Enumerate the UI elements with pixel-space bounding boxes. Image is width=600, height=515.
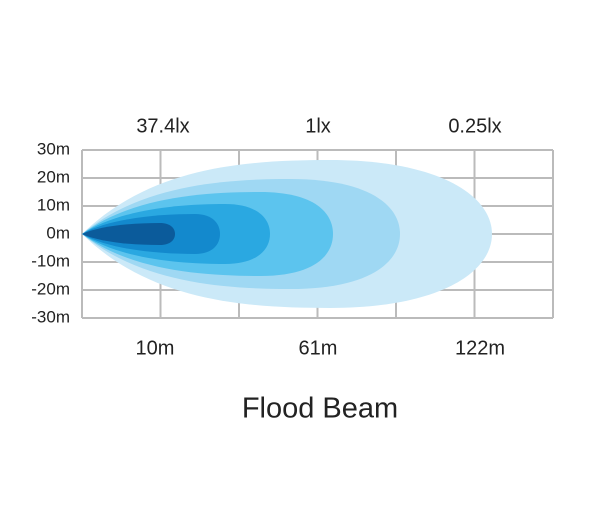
beam-zone (82, 223, 175, 245)
width-label: -20m (31, 279, 70, 298)
beam-pattern (82, 160, 492, 308)
width-label: -10m (31, 251, 70, 270)
diagram-title: Flood Beam (242, 393, 398, 425)
illuminance-label: 1lx (305, 115, 331, 137)
labels: 30m 20m 10m 0m -10m -20m -30m 37.4lx 1lx 0.25lx 10… (31, 115, 505, 359)
width-label: 20m (37, 167, 70, 186)
distance-label: 61m (299, 337, 338, 359)
illuminance-label: 0.25lx (448, 115, 501, 137)
width-label: 30m (37, 139, 70, 158)
width-label: 0m (46, 223, 70, 242)
distance-label: 10m (136, 337, 175, 359)
width-label: 10m (37, 195, 70, 214)
illuminance-label: 37.4lx (136, 115, 189, 137)
width-label: -30m (31, 307, 70, 326)
distance-label: 122m (455, 337, 505, 359)
